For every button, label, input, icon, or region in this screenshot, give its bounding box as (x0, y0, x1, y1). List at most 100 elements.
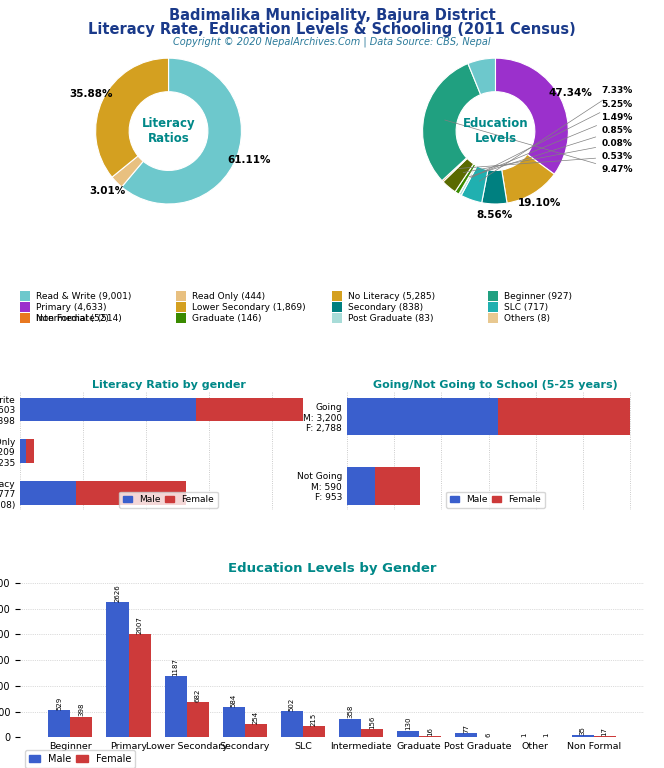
Bar (176, 313, 186, 323)
Wedge shape (422, 64, 481, 180)
Wedge shape (122, 58, 242, 204)
Legend: Male, Female: Male, Female (120, 492, 218, 508)
Bar (187, 702, 208, 737)
Text: 2007: 2007 (137, 616, 143, 634)
Bar (347, 398, 498, 435)
Text: 5.25%: 5.25% (471, 100, 632, 177)
Text: 0.53%: 0.53% (459, 152, 632, 168)
Text: 529: 529 (56, 697, 62, 710)
Text: 682: 682 (195, 688, 201, 702)
Text: 19.10%: 19.10% (517, 197, 561, 207)
Text: 3.01%: 3.01% (89, 187, 125, 197)
Text: 77: 77 (463, 724, 469, 733)
Bar (281, 711, 303, 737)
Bar (222, 707, 245, 737)
Bar (488, 291, 498, 301)
Bar (488, 302, 498, 313)
Wedge shape (481, 170, 507, 204)
Text: Post Graduate (83): Post Graduate (83) (348, 313, 434, 323)
Text: 130: 130 (405, 717, 411, 730)
Wedge shape (468, 58, 495, 94)
Bar (20, 439, 27, 462)
Bar (572, 736, 594, 737)
Bar (48, 710, 70, 737)
Wedge shape (502, 154, 554, 203)
Wedge shape (112, 156, 143, 187)
Bar (176, 302, 186, 313)
Text: 1.49%: 1.49% (471, 113, 633, 177)
Text: 7.33%: 7.33% (479, 87, 632, 181)
Bar (347, 467, 374, 505)
Text: Copyright © 2020 NepalArchives.Com | Data Source: CBS, Nepal: Copyright © 2020 NepalArchives.Com | Dat… (173, 36, 491, 47)
Bar (456, 733, 477, 737)
Text: Lower Secondary (1,869): Lower Secondary (1,869) (192, 303, 306, 312)
Bar (20, 313, 30, 323)
Text: Badimalika Municipality, Bajura District: Badimalika Municipality, Bajura District (169, 8, 495, 23)
Wedge shape (459, 165, 476, 194)
Wedge shape (96, 58, 169, 177)
Text: 1: 1 (521, 733, 527, 737)
Text: 8.56%: 8.56% (476, 210, 513, 220)
Bar (397, 730, 419, 737)
Text: 47.34%: 47.34% (548, 88, 592, 98)
Text: 17: 17 (602, 727, 608, 736)
Bar (245, 724, 267, 737)
Text: Intermediate (514): Intermediate (514) (36, 313, 122, 323)
Bar (303, 727, 325, 737)
Bar (196, 398, 303, 421)
Text: 0.85%: 0.85% (469, 126, 632, 177)
Bar (20, 302, 30, 313)
Wedge shape (461, 166, 488, 203)
Text: Primary (4,633): Primary (4,633) (36, 303, 107, 312)
Bar (339, 719, 361, 737)
Bar (76, 482, 186, 505)
Bar (106, 602, 129, 737)
Text: 2626: 2626 (114, 584, 120, 602)
Text: No Literacy (5,285): No Literacy (5,285) (348, 292, 436, 301)
Text: 502: 502 (289, 698, 295, 711)
Bar (374, 467, 420, 505)
Text: 35.88%: 35.88% (69, 89, 113, 99)
Bar (361, 730, 383, 737)
Legend: Male, Female: Male, Female (446, 492, 544, 508)
Wedge shape (442, 158, 467, 182)
Bar (20, 482, 76, 505)
Text: Literacy Rate, Education Levels & Schooling (2011 Census): Literacy Rate, Education Levels & School… (88, 22, 576, 37)
Bar (27, 439, 34, 462)
Wedge shape (455, 164, 475, 194)
Bar (20, 313, 30, 323)
Text: 61.11%: 61.11% (228, 155, 271, 165)
Bar (20, 291, 30, 301)
Text: 398: 398 (78, 703, 84, 717)
Text: 156: 156 (369, 716, 375, 729)
Text: Read Only (444): Read Only (444) (192, 292, 266, 301)
Text: 0.08%: 0.08% (463, 139, 632, 173)
Text: Graduate (146): Graduate (146) (192, 313, 262, 323)
Text: 254: 254 (253, 710, 259, 723)
Bar (129, 634, 151, 737)
Title: Education Levels by Gender: Education Levels by Gender (228, 562, 436, 575)
Text: Beginner (927): Beginner (927) (504, 292, 572, 301)
Bar (332, 313, 342, 323)
Text: Secondary (838): Secondary (838) (348, 303, 424, 312)
Text: 9.47%: 9.47% (445, 120, 633, 174)
Text: Non Formal (52): Non Formal (52) (36, 313, 109, 323)
Text: 358: 358 (347, 705, 353, 718)
Text: Literacy
Ratios: Literacy Ratios (141, 117, 195, 145)
Text: 215: 215 (311, 713, 317, 726)
Title: Literacy Ratio by gender: Literacy Ratio by gender (92, 380, 246, 390)
Wedge shape (459, 165, 477, 195)
Bar (165, 676, 187, 737)
Text: 35: 35 (580, 727, 586, 735)
Bar (332, 302, 342, 313)
Legend: Male, Female: Male, Female (25, 750, 135, 767)
Text: 16: 16 (427, 727, 433, 736)
Bar (332, 291, 342, 301)
Bar (176, 291, 186, 301)
Text: 584: 584 (231, 694, 237, 707)
Text: 6: 6 (485, 732, 491, 737)
Text: Read & Write (9,001): Read & Write (9,001) (36, 292, 131, 301)
Text: SLC (717): SLC (717) (504, 303, 548, 312)
Bar (20, 398, 196, 421)
Text: Education
Levels: Education Levels (463, 117, 529, 145)
